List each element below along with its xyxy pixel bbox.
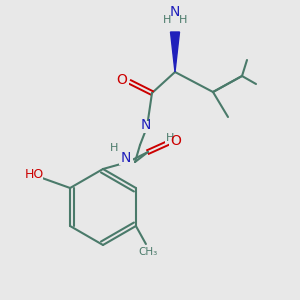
Text: H: H <box>110 143 118 153</box>
Bar <box>169 135 183 147</box>
Text: H: H <box>163 15 171 25</box>
Text: H: H <box>166 133 174 143</box>
Bar <box>141 121 153 133</box>
Text: CH₃: CH₃ <box>138 247 158 257</box>
Text: O: O <box>117 73 128 87</box>
Text: N: N <box>141 118 151 132</box>
Text: N: N <box>121 151 131 165</box>
Text: O: O <box>171 134 182 148</box>
Polygon shape <box>170 32 179 72</box>
Bar <box>119 151 133 165</box>
Text: N: N <box>170 5 180 19</box>
Text: HO: HO <box>25 169 44 182</box>
Bar <box>115 76 129 88</box>
Bar <box>165 133 175 143</box>
Bar <box>21 170 43 182</box>
Text: H: H <box>179 15 187 25</box>
